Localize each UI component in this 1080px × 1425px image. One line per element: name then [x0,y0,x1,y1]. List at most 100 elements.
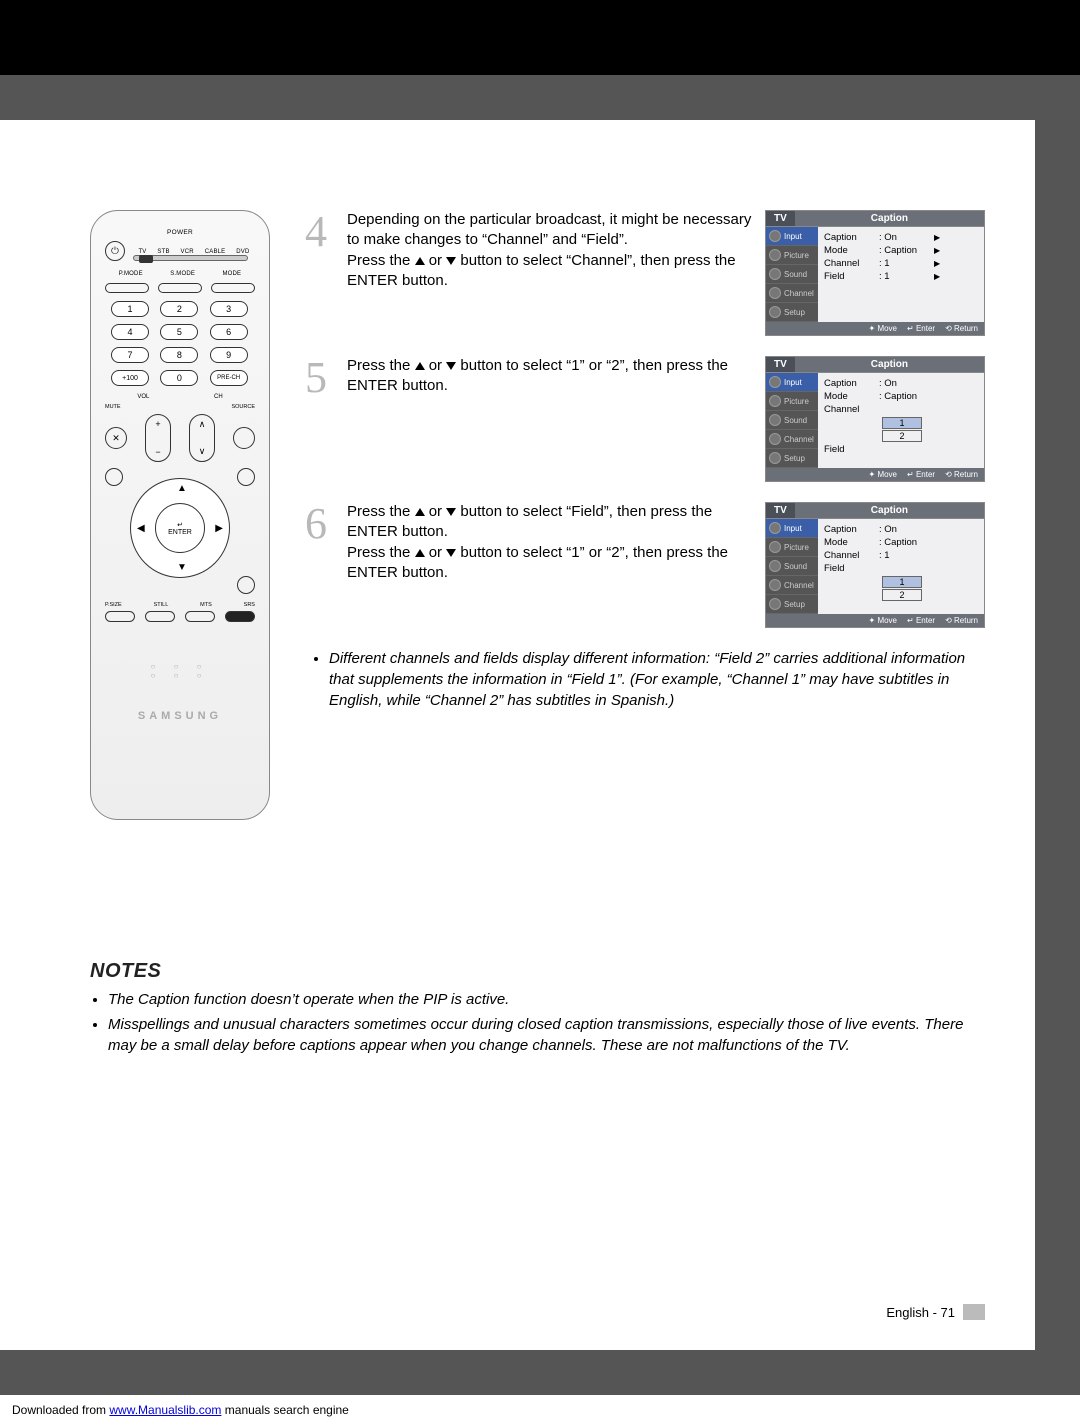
osd-row: Caption: On [824,377,978,390]
up-arrow-icon [415,257,425,265]
mute-button: ✕ [105,427,127,449]
srs-button [225,611,255,622]
channel-rocker: ∧∨ [189,414,215,462]
info-button [237,468,255,486]
step-number: 5 [305,356,337,482]
osd-sidebar-item: Picture [766,538,818,557]
mode-labels: P.MODES.MODEMODE [105,271,255,277]
remote-illustration-col: POWER ⏻ TVSTBVCRCABLEDVD P.MODES.M [90,210,280,820]
osd-sidebar: InputPictureSoundChannelSetup [766,373,818,468]
down-arrow-icon [446,257,456,265]
source-button [233,427,255,449]
osd-title-bar: TVCaption [766,503,984,519]
power-button-icon: ⏻ [105,241,125,261]
osd-sidebar-item: Sound [766,411,818,430]
osd-footer: ✦ Move↵ Enter⟲ Return [766,468,984,481]
remote-dots: ○ ○ ○○ ○ ○ [105,662,255,680]
inline-note: Different channels and fields display di… [305,648,985,711]
osd-row: Channel: 1 [824,549,978,562]
page-frame: POWER ⏻ TVSTBVCRCABLEDVD P.MODES.M [0,75,1080,1395]
note-item: The Caption function doesn’t operate whe… [108,989,985,1010]
smode-button [158,283,202,293]
step-number: 4 [305,210,337,336]
enter-button: ↵ENTER [155,503,205,553]
mts-button [185,611,215,622]
osd-footer: ✦ Move↵ Enter⟲ Return [766,614,984,627]
osd-select-option: 2 [882,430,922,442]
up-arrow-icon [415,508,425,516]
note-item: Misspellings and unusual characters some… [108,1014,985,1056]
remote-control-illustration: POWER ⏻ TVSTBVCRCABLEDVD P.MODES.M [90,210,270,820]
osd-sidebar-item: Sound [766,265,818,284]
down-arrow-icon [446,508,456,516]
osd-row: Field [824,562,978,575]
osd-screenshot-4: TVCaption InputPictureSoundChannelSetup … [765,210,985,336]
osd-main-panel: Caption: On▶Mode: Caption▶Channel: 1▶Fie… [818,227,984,322]
up-arrow-icon [415,362,425,370]
step-number: 6 [305,502,337,628]
step-text: Press the or button to select “1” or “2”… [347,356,755,482]
osd-footer: ✦ Move↵ Enter⟲ Return [766,322,984,335]
psize-button [105,611,135,622]
pmode-button [105,283,149,293]
step-6: 6 Press the or button to select “Field”,… [305,502,985,628]
exit-button [237,576,255,594]
osd-sidebar-item: Setup [766,303,818,322]
menu-button [105,468,123,486]
osd-sidebar-item: Picture [766,246,818,265]
osd-sidebar-item: Channel [766,284,818,303]
osd-title-bar: TVCaption [766,211,984,227]
device-slider [133,255,248,261]
power-label: POWER [105,229,255,236]
nav-pad: ▲ ▼ ◀ ▶ ↵ENTER [105,468,255,588]
osd-row: Mode: Caption [824,536,978,549]
down-arrow-icon [446,362,456,370]
osd-title-bar: TVCaption [766,357,984,373]
osd-sidebar-item: Channel [766,430,818,449]
download-attribution: Downloaded from www.Manualslib.com manua… [0,1395,1080,1425]
numpad: 1 2 3 4 5 6 7 8 9 +100 0 PRE-CH [111,301,249,386]
osd-sidebar-item: Setup [766,595,818,614]
manual-page: POWER ⏻ TVSTBVCRCABLEDVD P.MODES.M [0,120,1035,1350]
step-4: 4 Depending on the particular broadcast,… [305,210,985,336]
osd-main-panel: Caption: OnMode: CaptionChannel: 1Field1… [818,519,984,614]
osd-row: Mode: Caption▶ [824,244,978,257]
osd-screenshot-6: TVCaption InputPictureSoundChannelSetup … [765,502,985,628]
osd-main-panel: Caption: OnMode: CaptionChannel12Field [818,373,984,468]
notes-list: The Caption function doesn’t operate whe… [90,989,985,1056]
osd-row: Field: 1▶ [824,270,978,283]
osd-sidebar: InputPictureSoundChannelSetup [766,519,818,614]
notes-heading: NOTES [90,960,985,983]
osd-select-option: 1 [882,417,922,429]
osd-row: Caption: On▶ [824,231,978,244]
osd-row: Caption: On [824,523,978,536]
osd-row: Channel [824,403,978,416]
osd-select-option: 2 [882,589,922,601]
osd-sidebar-item: Setup [766,449,818,468]
page-footer: English - 71 [886,1304,985,1320]
osd-sidebar-item: Picture [766,392,818,411]
remote-brand: SAMSUNG [105,710,255,722]
osd-sidebar-item: Sound [766,557,818,576]
step-text: Press the or button to select “Field”, t… [347,502,755,628]
up-arrow-icon [415,549,425,557]
step-5: 5 Press the or button to select “1” or “… [305,356,985,482]
osd-row: Channel: 1▶ [824,257,978,270]
osd-screenshot-5: TVCaption InputPictureSoundChannelSetup … [765,356,985,482]
osd-sidebar-item: Input [766,373,818,392]
volume-rocker: +− [145,414,171,462]
instructions-column: 4 Depending on the particular broadcast,… [305,210,985,820]
outer-black-bar: POWER ⏻ TVSTBVCRCABLEDVD P.MODES.M [0,0,1080,1395]
osd-row: Field [824,443,978,456]
osd-sidebar-item: Input [766,519,818,538]
step-text: Depending on the particular broadcast, i… [347,210,755,336]
osd-sidebar: InputPictureSoundChannelSetup [766,227,818,322]
manualslib-link[interactable]: www.Manualslib.com [109,1403,221,1417]
osd-sidebar-item: Input [766,227,818,246]
mode-button [211,283,255,293]
osd-sidebar-item: Channel [766,576,818,595]
osd-select-option: 1 [882,576,922,588]
down-arrow-icon [446,549,456,557]
still-button [145,611,175,622]
osd-row: Mode: Caption [824,390,978,403]
